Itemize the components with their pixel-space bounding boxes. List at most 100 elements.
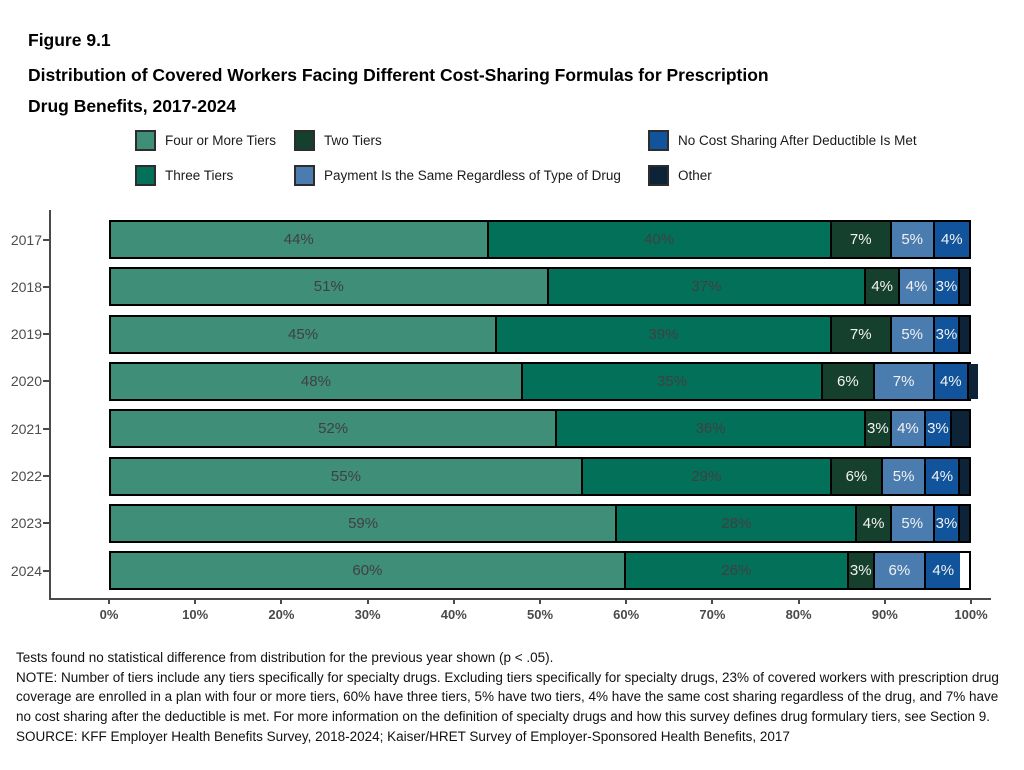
bar-segment	[960, 505, 969, 541]
segment-value-label: 7%	[849, 231, 872, 248]
bar-segment: 6%	[823, 363, 875, 399]
bar-segment: 4%	[900, 269, 935, 305]
legend-item: No Cost Sharing After Deductible Is Met	[648, 128, 917, 152]
legend-label: Three Tiers	[165, 167, 234, 183]
bar-segment: 59%	[111, 505, 618, 541]
bar-row: 2023 59% 28% 4% 5% 3%	[0, 503, 1024, 543]
figure-number: Figure 9.1	[28, 30, 111, 50]
figure-title-line-1: Distribution of Covered Workers Facing D…	[28, 65, 769, 85]
legend-item: Two Tiers	[294, 128, 382, 152]
year-label: 2018	[10, 278, 42, 295]
stacked-bar: 48% 35% 6% 7% 4%	[109, 361, 978, 401]
footnote-tests: Tests found no statistical difference fr…	[16, 650, 554, 665]
bar-segment: 7%	[831, 316, 892, 352]
bar-segment: 5%	[891, 222, 935, 257]
bar-row: 2019 45% 39% 7% 5% 3%	[0, 314, 1024, 354]
legend-swatch-icon	[648, 129, 669, 151]
segment-value-label: 7%	[849, 325, 872, 343]
segment-value-label: 52%	[318, 420, 349, 438]
footnote-source: SOURCE: KFF Employer Health Benefits Sur…	[16, 728, 790, 744]
footnotes: Tests found no statistical difference fr…	[16, 648, 1011, 747]
bar-segment: 55%	[111, 458, 583, 494]
bar-segment: 26%	[625, 553, 849, 589]
segment-value-label: 4%	[931, 467, 954, 485]
bar-row: 2024 60% 26% 3% 6% 4%	[0, 551, 1024, 591]
x-axis-tick	[194, 598, 197, 604]
segment-value-label: 7%	[892, 372, 915, 390]
segment-value-label: 39%	[648, 325, 679, 343]
stacked-bar: 52% 36% 3% 4% 3%	[109, 409, 971, 449]
bar-segment: 3%	[934, 505, 961, 541]
x-axis-tick-label: 80%	[785, 607, 812, 622]
segment-value-label: 51%	[313, 278, 344, 296]
x-axis-tick-label: 60%	[613, 607, 640, 622]
bar-segment: 3%	[926, 411, 952, 447]
bar-segment: 4%	[866, 269, 901, 305]
legend-swatch-icon	[648, 164, 669, 186]
legend-swatch-icon	[135, 129, 156, 151]
bar-segment: 51%	[111, 269, 549, 305]
legend-item: Payment Is the Same Regardless of Type o…	[294, 163, 621, 187]
bar-segment: 7%	[874, 363, 935, 399]
bar-segment: 39%	[497, 316, 832, 352]
bar-segment: 44%	[111, 222, 489, 257]
legend-item: Other	[648, 163, 712, 187]
figure-title-line-2: Drug Benefits, 2017-2024	[28, 96, 237, 116]
y-axis-tick	[43, 333, 49, 336]
segment-value-label: 36%	[695, 420, 726, 438]
bar-segment: 4%	[891, 411, 927, 447]
y-axis-tick	[43, 522, 49, 525]
year-label: 2020	[10, 373, 42, 390]
bar-segment	[968, 363, 978, 399]
segment-value-label: 55%	[330, 467, 361, 485]
legend-swatch-icon	[294, 164, 315, 186]
year-label: 2017	[10, 231, 42, 248]
bar-row: 2021 52% 36% 3% 4% 3%	[0, 409, 1024, 449]
bar-segment: 5%	[883, 458, 927, 494]
bar-segment: 3%	[934, 316, 961, 352]
legend-label: Payment Is the Same Regardless of Type o…	[324, 167, 621, 183]
bar-segment: 45%	[111, 316, 498, 352]
y-axis-tick	[43, 380, 49, 383]
y-axis-tick	[43, 569, 49, 572]
bar-segment: 28%	[617, 505, 858, 541]
year-label: 2022	[10, 468, 42, 484]
bar-segment: 3%	[934, 269, 961, 305]
segment-value-label: 6%	[837, 372, 859, 390]
bar-segment: 6%	[831, 458, 884, 494]
x-axis-line	[49, 598, 991, 600]
segment-value-label: 6%	[888, 562, 911, 580]
x-axis-tick-label: 0%	[99, 607, 119, 622]
x-axis-tick	[797, 598, 800, 604]
bar-segment: 36%	[557, 411, 867, 447]
legend-label: No Cost Sharing After Deductible Is Met	[678, 132, 917, 148]
segment-value-label: 26%	[721, 562, 752, 580]
segment-value-label: 59%	[348, 514, 379, 532]
bar-segment: 3%	[848, 553, 875, 589]
segment-value-label: 3%	[927, 420, 949, 438]
legend-label: Four or More Tiers	[165, 132, 277, 148]
stacked-bar: 51% 37% 4% 4% 3%	[109, 267, 971, 307]
stacked-bar: 59% 28% 4% 5% 3%	[109, 503, 971, 543]
x-axis-tick-label: 90%	[871, 607, 898, 622]
stacked-bar: 45% 39% 7% 5% 3%	[109, 314, 971, 354]
x-axis-tick	[883, 598, 886, 604]
segment-value-label: 4%	[939, 372, 962, 390]
x-axis-tick-label: 40%	[440, 607, 467, 622]
legend-swatch-icon	[294, 129, 315, 151]
segment-value-label: 5%	[901, 231, 924, 248]
bar-segment: 52%	[111, 411, 558, 447]
year-label: 2024	[10, 562, 42, 579]
segment-value-label: 60%	[352, 562, 383, 580]
stacked-bar: 60% 26% 3% 6% 4%	[109, 551, 971, 591]
x-axis-tick	[366, 598, 369, 604]
segment-value-label: 6%	[845, 467, 868, 485]
segment-value-label: 4%	[897, 420, 919, 438]
bar-row: 2018 51% 37% 4% 4% 3%	[0, 267, 1024, 307]
x-axis-tick-label: 50%	[526, 607, 554, 622]
bar-segment: 4%	[934, 222, 969, 257]
year-label: 2023	[10, 515, 42, 532]
bar-row: 2017 44% 40% 7% 5% 4%	[0, 220, 1024, 259]
x-axis-tick-label: 70%	[699, 607, 726, 622]
segment-value-label: 44%	[283, 231, 314, 248]
